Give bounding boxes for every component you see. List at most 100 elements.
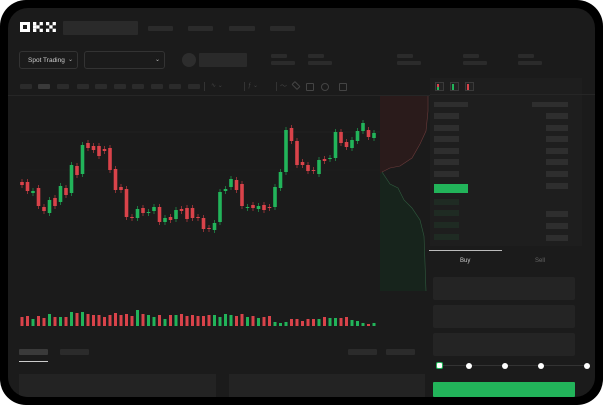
- slider-step[interactable]: [538, 363, 544, 369]
- timeframe-button[interactable]: [114, 84, 126, 89]
- nav-item[interactable]: [148, 26, 173, 31]
- total-input[interactable]: [433, 333, 575, 356]
- ask-amount: [546, 113, 568, 119]
- market-select[interactable]: Spot Trading ⌄: [19, 51, 78, 69]
- ask-price: [434, 136, 459, 142]
- candle: [157, 207, 162, 222]
- candle: [174, 210, 178, 219]
- volume-bar: [257, 318, 260, 326]
- volume-bar: [185, 316, 189, 326]
- sell-tab[interactable]: Sell: [535, 258, 546, 264]
- amount-input[interactable]: [433, 305, 575, 328]
- nav-item[interactable]: [188, 26, 213, 31]
- filter-button[interactable]: [386, 349, 415, 355]
- candlestick-chart[interactable]: [8, 8, 430, 338]
- amount-slider[interactable]: [439, 365, 589, 366]
- ask-price: [434, 159, 459, 165]
- ask-price: [434, 148, 459, 154]
- slider-handle[interactable]: [436, 362, 443, 369]
- candle: [229, 179, 233, 187]
- ask-amount: [546, 183, 568, 189]
- buy-tab[interactable]: Buy: [460, 258, 471, 264]
- timeframe-button[interactable]: [188, 84, 200, 89]
- volume-bar: [367, 324, 370, 326]
- candle: [344, 142, 349, 147]
- line-tool-icon[interactable]: 〜: [280, 83, 287, 90]
- chevron-down-icon: ⌄: [68, 57, 74, 63]
- chevron-down-icon: ⌄: [155, 57, 161, 63]
- timeframe-button[interactable]: [151, 84, 163, 89]
- volume-bar: [328, 318, 332, 326]
- candle: [163, 218, 167, 222]
- volume-bar: [191, 315, 194, 326]
- volume-bar: [213, 315, 216, 326]
- indicator-icon[interactable]: ƒ ⌄: [248, 83, 259, 89]
- slider-step[interactable]: [584, 363, 590, 369]
- book-bids-icon[interactable]: [450, 82, 459, 91]
- divider: [204, 82, 205, 91]
- volume-bar: [130, 316, 134, 326]
- ask-amount: [546, 159, 568, 165]
- candle: [223, 189, 228, 191]
- volume-bar: [152, 317, 156, 326]
- nav-item[interactable]: [229, 26, 255, 31]
- buy-button[interactable]: [433, 382, 575, 397]
- timeframe-button[interactable]: [132, 84, 144, 89]
- timeframe-button[interactable]: [169, 84, 181, 89]
- volume-bar: [356, 321, 359, 326]
- volume-bar: [235, 316, 238, 326]
- candle: [262, 205, 266, 210]
- filter-button[interactable]: [348, 349, 377, 355]
- volume-bar: [86, 314, 90, 326]
- divider: [244, 82, 245, 91]
- volume-bar: [306, 319, 310, 326]
- candle: [86, 143, 90, 148]
- candle: [152, 207, 156, 211]
- book-both-icon[interactable]: [435, 82, 444, 91]
- nav-item[interactable]: [270, 26, 295, 31]
- volume-bar: [48, 314, 51, 326]
- volume-bar: [64, 317, 68, 326]
- candle: [141, 208, 145, 213]
- volume-bar: [345, 317, 348, 326]
- fullscreen-icon[interactable]: [339, 83, 347, 91]
- candle: [333, 132, 338, 158]
- timeframe-button[interactable]: [20, 84, 32, 89]
- ask-amount: [546, 125, 568, 131]
- candle: [185, 208, 189, 219]
- volume-bar: [218, 317, 222, 326]
- slider-step[interactable]: [502, 363, 508, 369]
- candle: [339, 132, 343, 143]
- candle: [25, 182, 30, 191]
- volume-bar: [75, 313, 79, 326]
- slider-step[interactable]: [466, 363, 472, 369]
- tab-open-orders[interactable]: [19, 349, 48, 355]
- bid-price: [434, 199, 459, 205]
- stat-label: [397, 54, 413, 58]
- timeframe-button[interactable]: [57, 84, 69, 89]
- search-bar[interactable]: [63, 21, 138, 35]
- volume-bar: [169, 315, 172, 326]
- coin-icon: [182, 53, 196, 67]
- candle-type-icon[interactable]: ∿ ⌄: [211, 83, 223, 89]
- volume-bar: [42, 318, 46, 326]
- candle: [190, 208, 195, 218]
- timeframe-button[interactable]: [95, 84, 107, 89]
- volume-bar: [180, 314, 183, 326]
- book-asks-icon[interactable]: [465, 82, 474, 91]
- candle: [113, 169, 118, 190]
- stat-value: [397, 61, 421, 65]
- pair-select[interactable]: ⌄: [84, 51, 165, 69]
- volume-bar: [317, 319, 321, 326]
- price-input[interactable]: [433, 277, 575, 300]
- tab-order-history[interactable]: [60, 349, 89, 355]
- timeframe-button[interactable]: [38, 84, 50, 89]
- screenshot-icon[interactable]: [306, 83, 314, 91]
- stat-value: [308, 61, 332, 65]
- settings-icon[interactable]: [321, 83, 329, 91]
- candle: [135, 209, 140, 218]
- volume-bar: [224, 314, 227, 326]
- volume-bar: [262, 317, 266, 326]
- volume-bar: [158, 315, 161, 326]
- timeframe-button[interactable]: [77, 84, 89, 89]
